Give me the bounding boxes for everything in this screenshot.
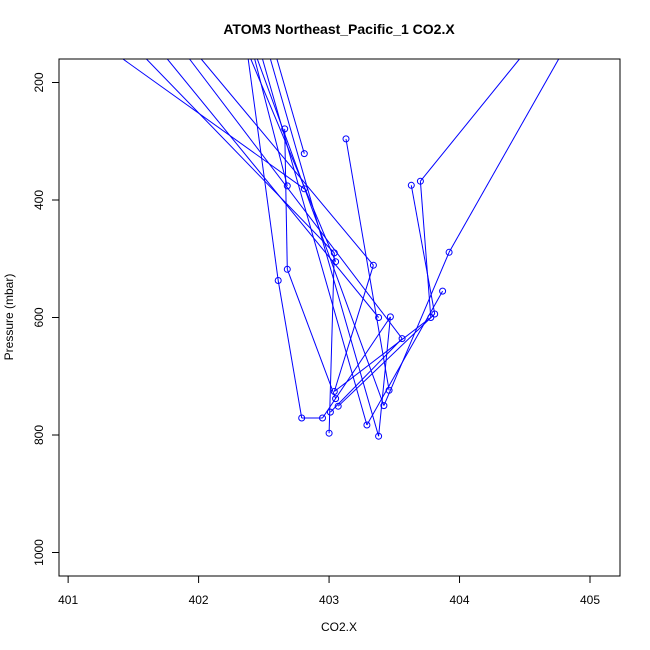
series-line-segment xyxy=(250,59,337,262)
series-line-segment xyxy=(262,59,368,426)
series-line-segment xyxy=(269,59,380,437)
data-point xyxy=(369,261,377,269)
series-line-segment xyxy=(277,280,303,419)
series-line-segment xyxy=(420,59,520,182)
data-point xyxy=(281,125,289,133)
series-line-segment xyxy=(410,185,436,315)
data-point xyxy=(445,248,453,256)
series-line-segment xyxy=(333,317,432,392)
data-point xyxy=(298,414,306,422)
data-point xyxy=(385,386,393,394)
data-point xyxy=(380,402,388,410)
data-point xyxy=(375,432,383,440)
data-point xyxy=(375,314,383,321)
series-line-segment xyxy=(322,316,391,419)
series-points xyxy=(274,125,453,440)
series-lines xyxy=(122,59,560,437)
data-point xyxy=(407,181,415,189)
series-line-segment xyxy=(328,252,335,434)
series-line-segment xyxy=(284,128,288,270)
series-line-segment xyxy=(366,290,444,426)
series-line-segment xyxy=(254,59,288,187)
series-line-segment xyxy=(419,181,432,318)
data-point xyxy=(431,310,439,318)
data-point xyxy=(319,414,326,422)
data-point xyxy=(325,429,333,437)
data-point xyxy=(326,408,334,416)
data-point xyxy=(300,150,308,158)
series-line-segment xyxy=(200,59,374,266)
y-axis: 200 400 600 800 1000 xyxy=(32,72,60,566)
x-axis-label: CO2.X xyxy=(321,620,357,634)
plot-area xyxy=(122,59,560,440)
series-line-segment xyxy=(333,265,374,392)
series-line-segment xyxy=(276,59,305,154)
data-point xyxy=(363,421,371,429)
series-line-segment xyxy=(166,59,379,318)
x-tick-label: 403 xyxy=(319,593,339,607)
data-point xyxy=(334,402,342,410)
data-point xyxy=(427,314,435,321)
data-point xyxy=(398,335,406,343)
series-line-segment xyxy=(122,59,305,190)
x-axis: 401 402 403 404 405 xyxy=(58,575,600,607)
data-point xyxy=(300,185,308,193)
data-point xyxy=(332,258,340,266)
y-axis-label: Pressure (mbar) xyxy=(2,274,16,361)
x-tick-label: 405 xyxy=(580,593,600,607)
x-tick-label: 404 xyxy=(450,593,470,607)
data-point xyxy=(330,249,338,257)
data-point xyxy=(330,388,338,395)
chart-title: ATOM3 Northeast_Pacific_1 CO2.X xyxy=(223,21,455,37)
series-line-segment xyxy=(330,338,403,413)
data-point xyxy=(283,265,291,273)
data-point xyxy=(283,182,291,190)
series-line-segment xyxy=(247,59,279,281)
series-line-segment xyxy=(189,59,403,339)
series-line-segment xyxy=(448,59,560,253)
series-line-segment xyxy=(383,252,450,406)
data-point xyxy=(332,395,340,403)
data-point xyxy=(342,135,350,143)
y-tick-label: 600 xyxy=(32,307,46,327)
plot-frame xyxy=(58,58,621,577)
y-tick-label: 400 xyxy=(32,190,46,210)
data-point xyxy=(274,277,282,284)
y-tick-label: 1000 xyxy=(32,539,46,566)
x-tick-label: 401 xyxy=(58,593,78,607)
y-tick-label: 800 xyxy=(32,425,46,445)
series-line-segment xyxy=(345,138,390,391)
data-point xyxy=(416,177,424,185)
series-line-segment xyxy=(146,59,335,254)
series-line-segment xyxy=(378,316,391,437)
data-point xyxy=(386,313,394,321)
data-point xyxy=(439,287,447,295)
y-tick-label: 200 xyxy=(32,72,46,92)
x-tick-label: 402 xyxy=(189,593,209,607)
series-line-segment xyxy=(286,269,337,399)
